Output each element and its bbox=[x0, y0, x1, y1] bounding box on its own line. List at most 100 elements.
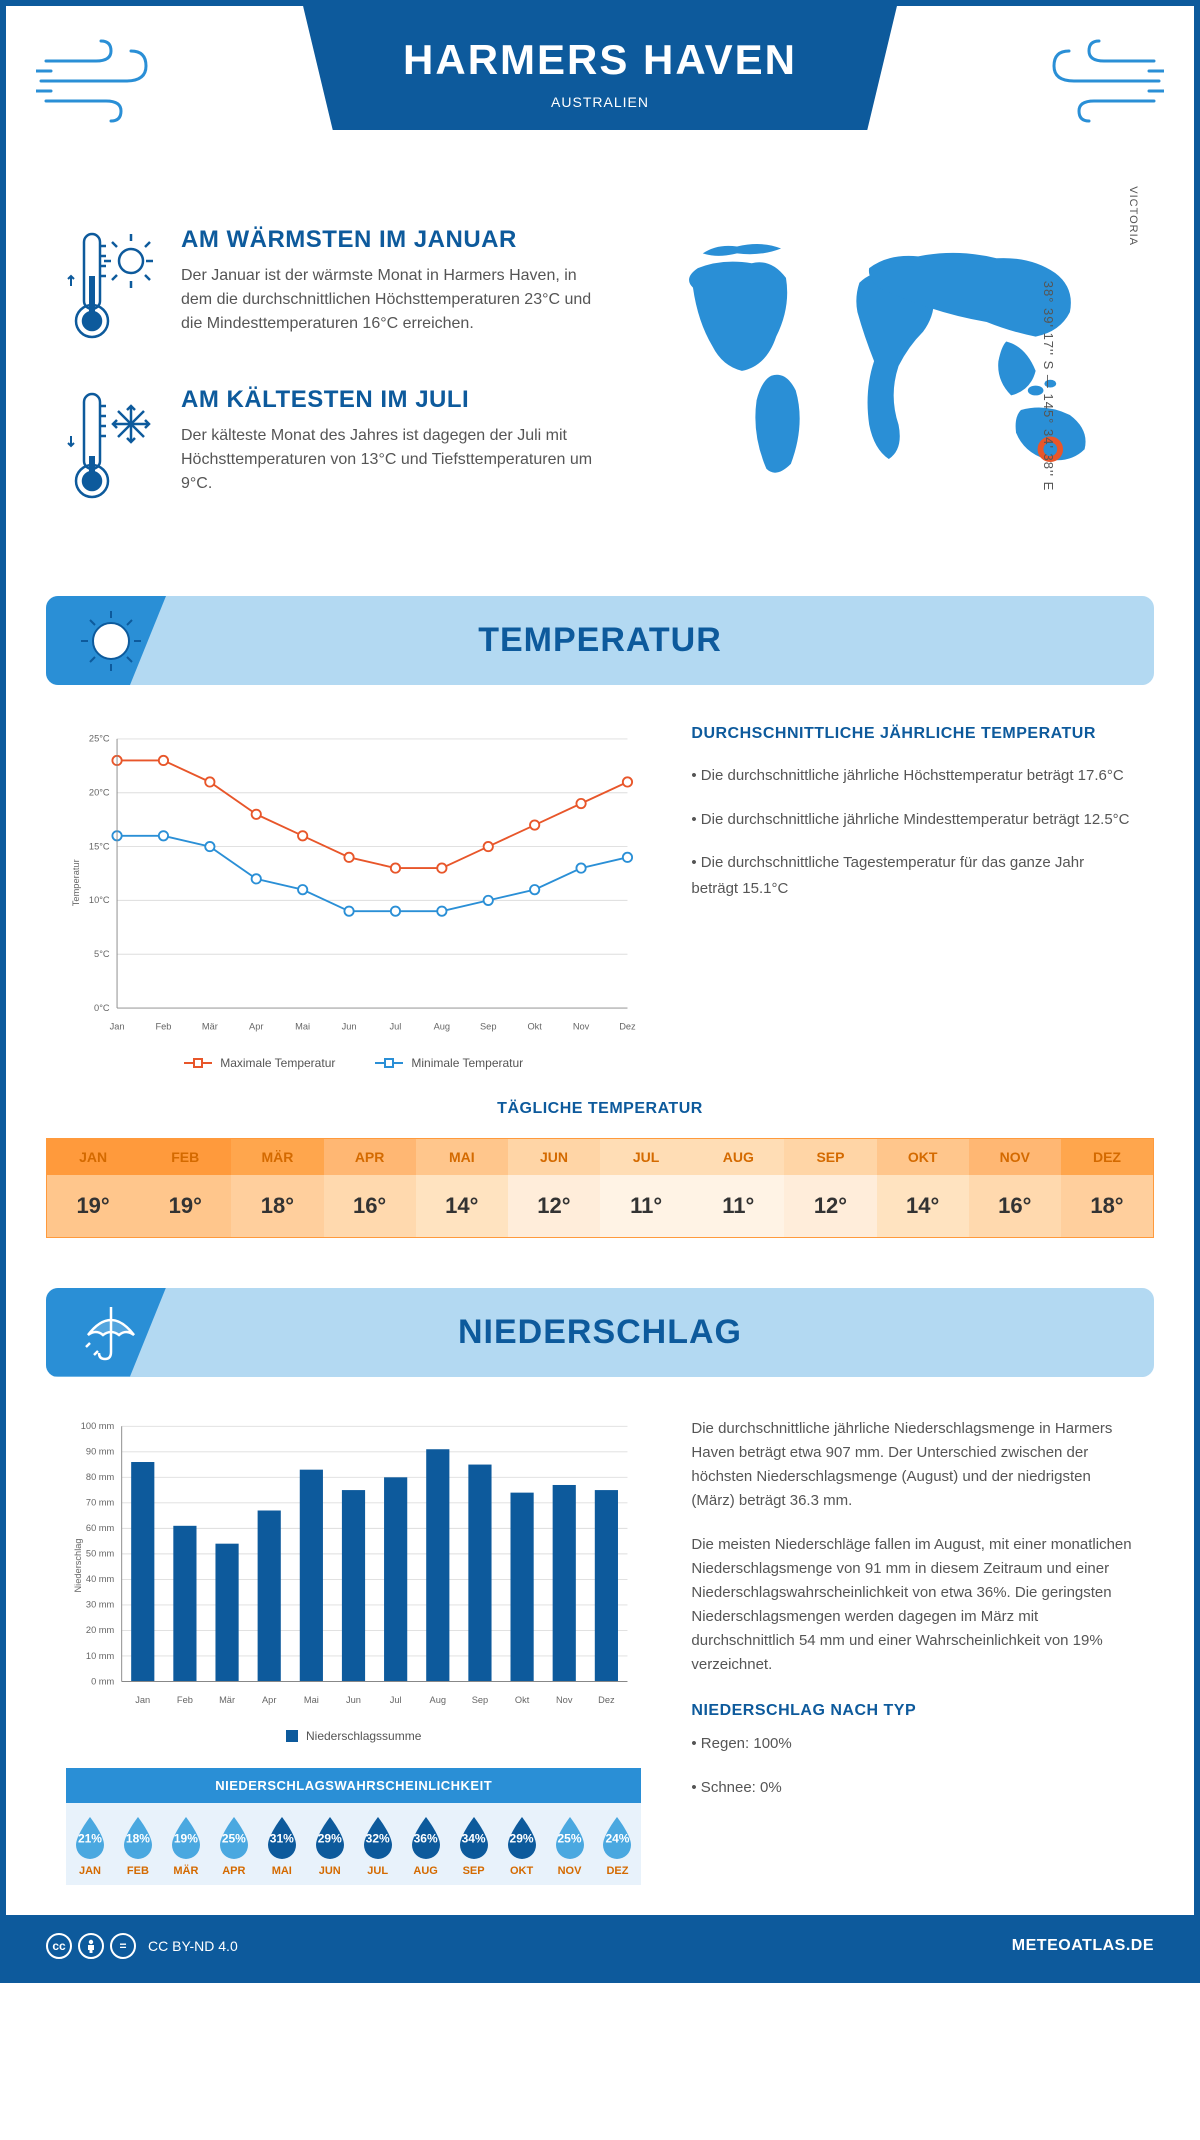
footer: cc = CC BY-ND 4.0 METEOATLAS.DE bbox=[6, 1915, 1194, 1977]
precipitation-title: NIEDERSCHLAG bbox=[46, 1313, 1154, 1352]
svg-text:0°C: 0°C bbox=[94, 1003, 110, 1013]
temp-cell: DEZ18° bbox=[1061, 1139, 1153, 1237]
legend-max: Maximale Temperatur bbox=[184, 1056, 335, 1070]
temp-bullet: • Die durchschnittliche jährliche Mindes… bbox=[691, 807, 1134, 833]
temp-cell: OKT14° bbox=[877, 1139, 969, 1237]
temp-cell-month: OKT bbox=[877, 1139, 969, 1175]
drop-cell: 25% NOV bbox=[546, 1803, 594, 1885]
svg-text:Sep: Sep bbox=[480, 1021, 497, 1031]
drop-month: JUN bbox=[306, 1865, 354, 1877]
precipitation-row: 0 mm10 mm20 mm30 mm40 mm50 mm60 mm70 mm8… bbox=[6, 1377, 1194, 1915]
temp-cell-month: FEB bbox=[139, 1139, 231, 1175]
svg-text:100 mm: 100 mm bbox=[81, 1421, 115, 1431]
by-icon bbox=[78, 1933, 104, 1959]
temp-cell-month: AUG bbox=[692, 1139, 784, 1175]
temp-cell-value: 14° bbox=[877, 1175, 969, 1237]
wind-icon bbox=[36, 36, 166, 131]
temp-cell-month: DEZ bbox=[1061, 1139, 1153, 1175]
precipitation-chart: 0 mm10 mm20 mm30 mm40 mm50 mm60 mm70 mm8… bbox=[66, 1417, 641, 1714]
temp-info-title: DURCHSCHNITTLICHE JÄHRLICHE TEMPERATUR bbox=[691, 725, 1134, 743]
temp-cell: SEP12° bbox=[784, 1139, 876, 1237]
svg-text:Niederschlag: Niederschlag bbox=[73, 1538, 83, 1592]
raindrop-icon: 25% bbox=[216, 1815, 252, 1859]
temp-cell-month: JAN bbox=[47, 1139, 139, 1175]
drop-value: 18% bbox=[126, 1831, 150, 1845]
world-map bbox=[644, 226, 1134, 506]
raindrop-icon: 21% bbox=[72, 1815, 108, 1859]
drop-month: JUL bbox=[354, 1865, 402, 1877]
temp-cell: NOV16° bbox=[969, 1139, 1061, 1237]
svg-text:Jun: Jun bbox=[346, 1694, 361, 1704]
svg-text:0 mm: 0 mm bbox=[91, 1676, 114, 1686]
raindrop-icon: 34% bbox=[456, 1815, 492, 1859]
legend-min: Minimale Temperatur bbox=[375, 1056, 523, 1070]
title-banner: HARMERS HAVEN AUSTRALIEN bbox=[303, 6, 897, 130]
drop-value: 19% bbox=[174, 1831, 198, 1845]
temp-cell-month: SEP bbox=[784, 1139, 876, 1175]
cc-icon: cc bbox=[46, 1933, 72, 1959]
svg-text:30 mm: 30 mm bbox=[86, 1599, 115, 1609]
svg-text:Dez: Dez bbox=[619, 1021, 636, 1031]
svg-text:Apr: Apr bbox=[262, 1694, 276, 1704]
drop-value: 29% bbox=[510, 1831, 534, 1845]
drop-month: FEB bbox=[114, 1865, 162, 1877]
temp-cell-value: 18° bbox=[231, 1175, 323, 1237]
temp-bullet: • Die durchschnittliche Tagestemperatur … bbox=[691, 850, 1134, 901]
thermometer-hot-icon bbox=[66, 226, 156, 351]
raindrop-icon: 19% bbox=[168, 1815, 204, 1859]
drop-cell: 29% OKT bbox=[498, 1803, 546, 1885]
temp-cell-month: APR bbox=[324, 1139, 416, 1175]
drop-cell: 34% SEP bbox=[450, 1803, 498, 1885]
temp-cell-month: JUN bbox=[508, 1139, 600, 1175]
warmest-content: AM WÄRMSTEN IM JANUAR Der Januar ist der… bbox=[181, 226, 604, 351]
svg-text:Temperatur: Temperatur bbox=[71, 859, 81, 906]
raindrop-icon: 25% bbox=[552, 1815, 588, 1859]
drop-month: MÄR bbox=[162, 1865, 210, 1877]
precip-type-bullet: • Regen: 100% bbox=[691, 1732, 1134, 1756]
svg-text:Jan: Jan bbox=[135, 1694, 150, 1704]
coordinates-label: 38° 39' 17'' S — 145° 34' 38'' E bbox=[1041, 281, 1056, 492]
temp-cell-month: MÄR bbox=[231, 1139, 323, 1175]
summary-section: AM WÄRMSTEN IM JANUAR Der Januar ist der… bbox=[6, 186, 1194, 596]
raindrop-icon: 29% bbox=[504, 1815, 540, 1859]
precipitation-legend: Niederschlagssumme bbox=[66, 1729, 641, 1743]
footer-license: cc = CC BY-ND 4.0 bbox=[46, 1933, 238, 1959]
drop-value: 25% bbox=[557, 1831, 581, 1845]
svg-text:50 mm: 50 mm bbox=[86, 1548, 115, 1558]
umbrella-icon bbox=[46, 1288, 166, 1377]
drop-month: SEP bbox=[450, 1865, 498, 1877]
temp-cell: JUN12° bbox=[508, 1139, 600, 1237]
svg-text:Aug: Aug bbox=[434, 1021, 451, 1031]
svg-text:Feb: Feb bbox=[155, 1021, 171, 1031]
svg-text:Mai: Mai bbox=[295, 1021, 310, 1031]
drop-month: MAI bbox=[258, 1865, 306, 1877]
page: HARMERS HAVEN AUSTRALIEN bbox=[0, 0, 1200, 1983]
svg-text:10°C: 10°C bbox=[89, 895, 110, 905]
coldest-title: AM KÄLTESTEN IM JULI bbox=[181, 386, 604, 414]
drop-value: 32% bbox=[366, 1831, 390, 1845]
temp-cell-value: 12° bbox=[784, 1175, 876, 1237]
svg-text:10 mm: 10 mm bbox=[86, 1650, 115, 1660]
drop-cell: 29% JUN bbox=[306, 1803, 354, 1885]
temp-cell: APR16° bbox=[324, 1139, 416, 1237]
temperature-chart: 0°C5°C10°C15°C20°C25°CJanFebMärAprMaiJun… bbox=[66, 725, 641, 1070]
daily-temperature: TÄGLICHE TEMPERATUR JAN19°FEB19°MÄR18°AP… bbox=[6, 1100, 1194, 1288]
drop-month: OKT bbox=[498, 1865, 546, 1877]
daily-temp-table: JAN19°FEB19°MÄR18°APR16°MAI14°JUN12°JUL1… bbox=[46, 1138, 1154, 1238]
raindrop-icon: 18% bbox=[120, 1815, 156, 1859]
drop-month: NOV bbox=[546, 1865, 594, 1877]
precipitation-left: 0 mm10 mm20 mm30 mm40 mm50 mm60 mm70 mm8… bbox=[66, 1417, 641, 1885]
svg-text:Mär: Mär bbox=[219, 1694, 235, 1704]
header: HARMERS HAVEN AUSTRALIEN bbox=[6, 6, 1194, 186]
wind-icon bbox=[1034, 36, 1164, 131]
svg-text:Sep: Sep bbox=[472, 1694, 489, 1704]
svg-text:Jan: Jan bbox=[110, 1021, 125, 1031]
drop-value: 29% bbox=[318, 1831, 342, 1845]
drop-month: AUG bbox=[402, 1865, 450, 1877]
svg-text:90 mm: 90 mm bbox=[86, 1446, 115, 1456]
drop-cell: 32% JUL bbox=[354, 1803, 402, 1885]
temp-cell-value: 12° bbox=[508, 1175, 600, 1237]
page-subtitle: AUSTRALIEN bbox=[403, 94, 797, 110]
temperature-title: TEMPERATUR bbox=[46, 621, 1154, 660]
coldest-content: AM KÄLTESTEN IM JULI Der kälteste Monat … bbox=[181, 386, 604, 511]
